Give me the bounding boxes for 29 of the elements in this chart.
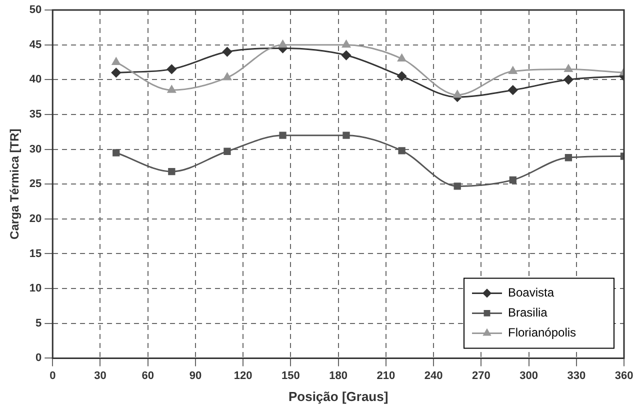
x-tick-label: 150 [282,370,300,382]
y-tick-label: 25 [29,178,42,190]
x-tick-label: 90 [189,370,202,382]
legend-label: Boavista [508,286,554,300]
x-tick-label: 210 [376,370,396,382]
x-tick-label: 30 [94,370,106,382]
x-tick-label: 240 [424,370,443,382]
y-tick-label: 45 [29,38,42,51]
x-tick-label: 330 [567,370,586,382]
legend-label: Brasilia [508,306,548,320]
y-tick-label: 30 [29,143,42,156]
x-tick-label: 360 [614,370,634,382]
y-tick-label: 40 [29,74,42,86]
x-tick-label: 60 [142,370,154,382]
x-tick-label: 0 [50,370,56,382]
y-tick-label: 5 [36,317,42,330]
legend-label: Florianópolis [508,326,576,340]
x-tick-label: 270 [472,370,490,382]
y-tick-label: 35 [29,108,42,120]
x-tick-label: 300 [520,370,538,382]
x-axis-title: Posição [Graus] [288,388,388,404]
y-tick-label: 0 [36,352,42,364]
x-tick-label: 180 [329,370,348,382]
y-tick-label: 20 [29,212,42,225]
y-tick-label: 10 [29,282,42,295]
y-tick-label: 15 [29,248,42,260]
x-tick-label: 120 [234,370,252,382]
y-tick-label: 50 [29,4,42,16]
y-axis-title: Carga Térmica [TR] [8,128,22,240]
